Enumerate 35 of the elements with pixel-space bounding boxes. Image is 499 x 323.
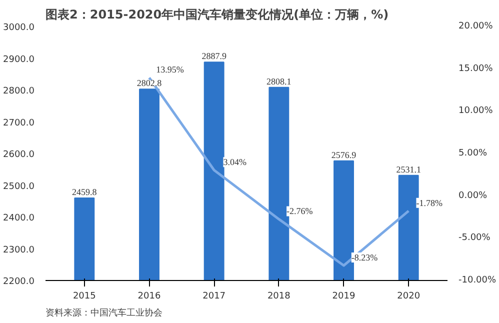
- y2-tick-label: 10.00%: [458, 106, 494, 116]
- x-tick-label: 2019: [332, 292, 356, 302]
- data-label: -2.76%: [286, 206, 314, 216]
- x-tick-label: 2020: [397, 292, 420, 302]
- data-label: 2802.8: [136, 78, 162, 88]
- y-tick-label: 2200.0: [3, 277, 35, 287]
- data-label: 2576.9: [331, 150, 357, 160]
- x-tick-label: 2016: [138, 292, 161, 302]
- data-label: 2459.8: [72, 187, 98, 198]
- data-label: 2887.9: [202, 51, 227, 62]
- y-tick-label: 2900.0: [3, 54, 35, 65]
- y-tick-label: 3000.0: [3, 23, 35, 33]
- y2-tick-label: 0.00%: [458, 190, 488, 201]
- y2-tick-label: -5.00%: [458, 233, 491, 244]
- data-label: 2808.1: [266, 76, 292, 86]
- y-tick-label: 2600.0: [3, 150, 35, 160]
- y2-tick-label: -10.00%: [458, 276, 497, 286]
- y-tick-label: 2300.0: [3, 245, 35, 256]
- y2-tick-label: 5.00%: [458, 148, 488, 158]
- text: 资料来源：中国汽车工业协会: [46, 308, 162, 318]
- data-label: -1.78%: [416, 198, 443, 208]
- data-label: 3.04%: [223, 157, 247, 168]
- data-label: 2531.1: [396, 164, 421, 174]
- y-tick-label: 2700.0: [3, 118, 35, 128]
- y2-tick-label: 20.00%: [458, 22, 494, 32]
- data-label: 13.95%: [156, 64, 184, 75]
- y-tick-label: 2500.0: [3, 182, 35, 192]
- data-label: -8.23%: [351, 252, 378, 263]
- y-tick-label: 2400.0: [3, 214, 35, 224]
- x-tick-label: 2018: [267, 292, 291, 302]
- chart-title: 图表2：2015-2020年中国汽车销量变化情况(单位：万辆，%): [46, 8, 389, 22]
- y-tick-label: 2800.0: [3, 86, 35, 96]
- y2-tick-label: 15.00%: [458, 64, 494, 74]
- x-tick-label: 2017: [202, 292, 226, 302]
- x-tick-label: 2015: [72, 292, 96, 302]
